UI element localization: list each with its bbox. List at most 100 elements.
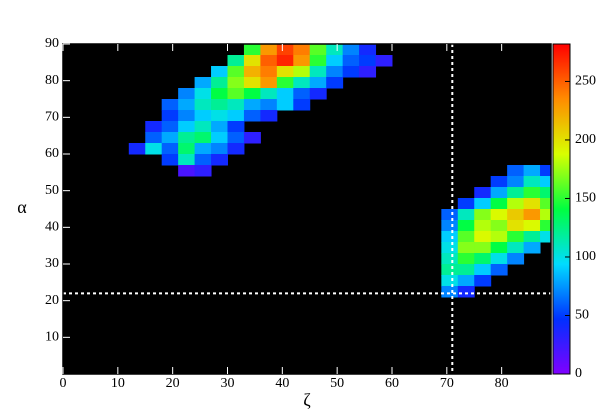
heatmap-cell [243,77,261,89]
heatmap-cell [260,55,278,67]
heatmap-cell [260,88,278,100]
heatmap-cell [161,154,179,166]
heatmap-cell [194,88,212,100]
heatmap-cell [507,220,525,232]
heatmap-cell [359,55,377,67]
heatmap-cell [178,132,196,144]
heatmap-cell [293,99,311,111]
x-tick-label: 0 [60,376,67,391]
colorbar-tick-label: 50 [575,308,589,323]
heatmap-cell [211,77,228,89]
heatmap-cell [490,220,508,232]
heatmap-cell [243,66,261,78]
heatmap-cell [540,231,551,243]
heatmap-cell [342,55,360,67]
x-tick-label: 60 [385,376,399,391]
x-tick-label: 20 [166,376,180,391]
y-axis-label: α [17,197,27,217]
y-tick-label: 80 [45,73,59,88]
heatmap-cell [342,66,360,78]
heatmap-cell [309,55,327,67]
x-axis-label: ζ [303,390,311,410]
heatmap-cell [507,165,525,177]
x-tick-label: 30 [220,376,234,391]
heatmap-cell [211,132,228,144]
heatmap-cell [227,132,245,144]
y-tick-label: 60 [45,146,59,161]
heatmap-cell [243,110,261,122]
heatmap-cell [227,143,245,155]
heatmap-cell [145,143,163,155]
heatmap-cell [523,242,541,254]
heatmap-cell [474,209,492,221]
heatmap-cell [276,77,294,89]
heatmap-cell [457,198,475,210]
heatmap-cell [490,198,508,210]
heatmap-cell [309,88,327,100]
heatmap-cell [243,55,261,67]
heatmap-cell [326,77,344,89]
heatmap-cell [178,121,196,133]
heatmap-cell [441,286,459,298]
heatmap-cells [128,44,551,298]
y-tick-label: 90 [45,36,59,51]
heatmap-cell [211,143,228,155]
heatmap-cell [161,132,179,144]
heatmap-cell [293,88,311,100]
heatmap-cell [276,55,294,67]
heatmap-cell [441,275,459,287]
heatmap-cell [276,66,294,78]
heatmap-cell [507,209,525,221]
heatmap-cell [474,220,492,232]
heatmap-cell [260,66,278,78]
heatmap-cell [523,187,541,199]
heatmap-cell [457,220,475,232]
heatmap-cell [293,44,311,56]
heatmap-cell [128,143,146,155]
heatmap-cell [326,44,344,56]
heatmap-cell [457,209,475,221]
heatmap-cell [359,66,377,78]
heatmap-cell [540,209,551,221]
heatmap-cell [243,44,261,56]
x-tick-label: 50 [330,376,344,391]
heatmap-cell [540,176,551,188]
y-tick-label: 50 [45,183,59,198]
heatmap-cell [359,44,377,56]
heatmap-cell [178,143,196,155]
heatmap-cell [211,110,228,122]
x-tick-label: 80 [495,376,509,391]
x-tick-label: 70 [440,376,454,391]
heatmap-cell [309,66,327,78]
heatmap-cell [260,77,278,89]
heatmap-cell [161,143,179,155]
heatmap-cell [540,220,551,232]
heatmap-cell [457,264,475,276]
heatmap-cell [178,165,196,177]
heatmap-cell [227,66,245,78]
heatmap-cell [474,264,492,276]
heatmap-cell [194,143,212,155]
heatmap-cell [161,99,179,111]
heatmap-cell [457,275,475,287]
heatmap-cell [227,77,245,89]
heatmap-cell [309,44,327,56]
heatmap-cell [326,55,344,67]
heatmap-cell [507,242,525,254]
heatmap-cell [523,198,541,210]
plot-frame [62,43,552,375]
heatmap-cell [441,231,459,243]
heatmap-cell [474,231,492,243]
x-tick-label: 10 [111,376,125,391]
colorbar-tick-label: 0 [575,366,582,381]
heatmap-cell [490,231,508,243]
heatmap-cell [243,88,261,100]
heatmap-cell [540,198,551,210]
heatmap-cell [441,264,459,276]
heatmap-cell [309,77,327,89]
heatmap-cell [457,286,475,298]
heatmap-cell [178,110,196,122]
colorbar-tick-label: 100 [575,249,596,264]
